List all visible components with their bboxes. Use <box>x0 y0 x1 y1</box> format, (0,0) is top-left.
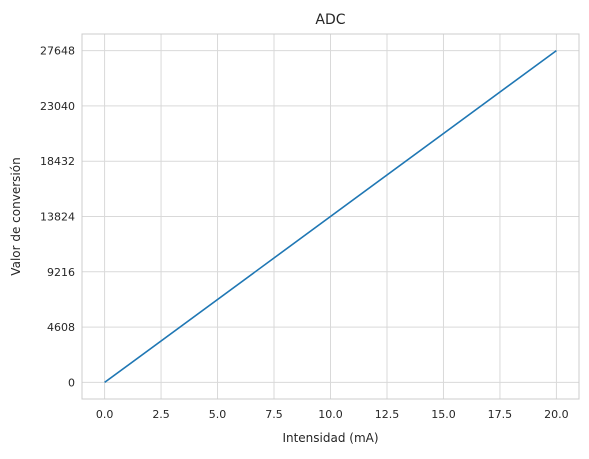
x-tick-label: 15.0 <box>431 408 456 421</box>
y-tick-label: 23040 <box>40 100 75 113</box>
series-layer <box>104 49 557 384</box>
y-tick-label: 0 <box>68 376 75 389</box>
x-axis-label: Intensidad (mA) <box>282 431 378 445</box>
y-tick-label: 18432 <box>40 155 75 168</box>
y-tick-label: 4608 <box>47 321 75 334</box>
x-tick-label: 12.5 <box>375 408 400 421</box>
y-axis-label: Valor de conversión <box>9 157 23 275</box>
y-tick-label: 13824 <box>40 211 75 224</box>
plot-frame <box>81 33 580 400</box>
y-tick-label: 27648 <box>40 45 75 58</box>
y-tick-label: 9216 <box>47 266 75 279</box>
x-tick-label: 0.0 <box>96 408 114 421</box>
x-tick-label: 20.0 <box>544 408 569 421</box>
x-tick-label: 2.5 <box>152 408 170 421</box>
series-line <box>104 49 557 384</box>
chart-title: ADC <box>315 12 345 28</box>
x-tick-label: 17.5 <box>488 408 513 421</box>
x-tick-label: 7.5 <box>265 408 283 421</box>
x-tick-labels: 0.0 2.5 5.0 7.5 10.0 12.5 15.0 17.5 20.0 <box>96 408 569 421</box>
x-tick-label: 10.0 <box>318 408 343 421</box>
x-tick-label: 5.0 <box>209 408 227 421</box>
y-tick-labels: 0 4608 9216 13824 18432 23040 27648 <box>40 45 75 390</box>
